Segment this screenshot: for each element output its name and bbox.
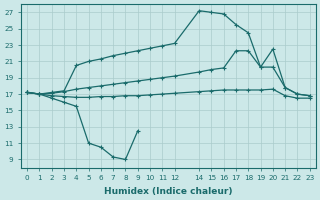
X-axis label: Humidex (Indice chaleur): Humidex (Indice chaleur) — [104, 187, 233, 196]
